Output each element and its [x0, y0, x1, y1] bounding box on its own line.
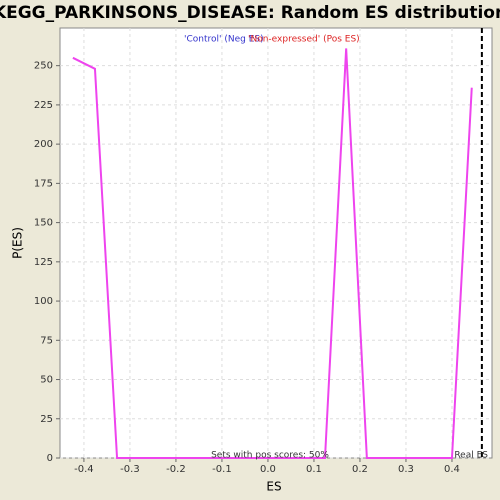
y-tick-label: 225	[34, 100, 53, 111]
annotation: Sets with pos scores: 50%	[211, 451, 329, 461]
x-tick-label: 0.3	[398, 464, 414, 475]
x-tick-label: 0.4	[444, 464, 460, 475]
x-tick-label: 0.2	[352, 464, 368, 475]
y-tick-label: 75	[40, 335, 53, 346]
y-tick-label: 0	[47, 453, 53, 464]
y-tick-label: 25	[40, 414, 53, 425]
x-tick-label: 0.0	[260, 464, 276, 475]
y-tick-label: 200	[34, 139, 53, 150]
line	[72, 48, 473, 459]
y-tick-label: 50	[40, 375, 53, 386]
chart-title: KEGG_PARKINSONS_DISEASE: Random ES distr…	[0, 3, 500, 23]
y-tick-label: 150	[34, 218, 53, 229]
x-tick-label: 0.1	[306, 464, 322, 475]
y-axis-label: P(ES)	[11, 227, 25, 259]
real-es-label: Real ES	[454, 451, 488, 461]
x-tick-label: -0.3	[120, 464, 140, 475]
plot-area	[59, 27, 493, 459]
x-tick-label: -0.2	[166, 464, 186, 475]
y-tick-label: 125	[34, 257, 53, 268]
legend-entry: 'Non-expressed' (Pos ES)	[248, 35, 360, 45]
y-tick-label: 175	[34, 178, 53, 189]
x-tick-label: -0.1	[212, 464, 232, 475]
x-axis-label: ES	[266, 480, 281, 494]
legend-entry: 'Control' (Neg ES)	[184, 35, 264, 45]
y-tick-label: 100	[34, 296, 53, 307]
y-tick-label: 250	[34, 61, 53, 72]
x-tick-label: -0.4	[74, 464, 94, 475]
